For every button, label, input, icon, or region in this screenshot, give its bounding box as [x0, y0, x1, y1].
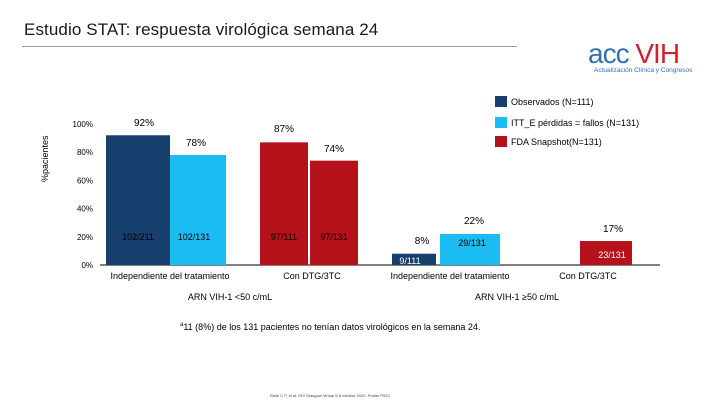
logo-wordmark: acc VIH	[588, 38, 680, 70]
data-label-count: 97/131	[320, 232, 348, 242]
bar-fda-snapshot	[580, 241, 632, 265]
data-label-value: 92%	[134, 118, 154, 129]
x-category-label: Con DTG/3TC	[559, 271, 617, 281]
logo-acc: acc	[588, 38, 630, 69]
y-tick-label: 0%	[81, 261, 93, 270]
x-category-label: Con DTG/3TC	[283, 271, 341, 281]
data-label-count: 102/131	[178, 232, 211, 242]
footnote: a11 (8%) de los 131 pacientes no tenían …	[180, 322, 480, 332]
reference: Rolle C P, et al. HIV Glasgow Virtual 5-…	[270, 393, 390, 398]
data-label-value: 74%	[324, 144, 344, 155]
legend-label-itt-e: ITT_E pérdidas = fallos (N=131)	[511, 117, 640, 128]
legend-item-observados: Observados (N=111)	[495, 96, 593, 107]
bar-observados	[392, 253, 436, 265]
data-label-value: 22%	[464, 216, 484, 227]
data-label-count: 23/131	[598, 250, 626, 260]
acc-vih-logo: acc VIH Actualización Clínica y Congreso…	[588, 38, 706, 74]
logo-subtitle: Actualización Clínica y Congresos	[594, 67, 693, 74]
footnote-marker: a	[180, 322, 184, 328]
x-group-label: ARN VIH-1 <50 c/mL	[188, 292, 272, 302]
legend-swatch-observados	[495, 96, 507, 107]
data-label-value: 17%	[603, 224, 623, 235]
y-tick-label: 60%	[77, 176, 93, 185]
legend-swatch-itt-e	[495, 117, 507, 128]
bar-fda-snapshot	[260, 142, 308, 265]
data-label-count: 97/111	[271, 232, 297, 242]
bar-itt-e	[170, 155, 226, 265]
data-label-count: 29/131	[458, 238, 486, 248]
y-tick-label: 40%	[77, 205, 93, 214]
y-tick-label: 20%	[77, 233, 93, 242]
x-category-label: Independiente del tratamiento	[390, 271, 509, 281]
x-group-label: ARN VIH-1 ≥50 c/mL	[475, 292, 559, 302]
legend-item-itt-e: ITT_E pérdidas = fallos (N=131)	[495, 117, 639, 128]
data-label-value: 8%	[415, 236, 430, 247]
logo-vih: VIH	[635, 38, 680, 69]
slide-title: Estudio STAT: respuesta virológica seman…	[24, 20, 379, 39]
data-label-value: 87%	[274, 124, 294, 135]
legend-swatch-fda	[495, 136, 507, 147]
title-divider	[22, 46, 517, 47]
data-label-count: 102/211	[122, 232, 154, 242]
bar-observados	[106, 135, 170, 265]
bar-fda-snapshot	[310, 160, 358, 265]
y-tick-label: 100%	[73, 120, 93, 129]
bar-itt-e	[440, 233, 500, 265]
data-label-count: 9/111	[399, 256, 420, 266]
y-tick-label: 80%	[77, 148, 93, 157]
legend-item-fda: FDA Snapshot(N=131)	[495, 136, 602, 147]
footnote-text: 11 (8%) de los 131 pacientes no tenían d…	[183, 322, 481, 332]
legend-label-fda: FDA Snapshot(N=131)	[511, 136, 602, 147]
data-label-value: 78%	[186, 138, 206, 149]
x-category-label: Independiente del tratamiento	[110, 271, 229, 281]
legend-label-observados: Observados (N=111)	[511, 96, 594, 107]
